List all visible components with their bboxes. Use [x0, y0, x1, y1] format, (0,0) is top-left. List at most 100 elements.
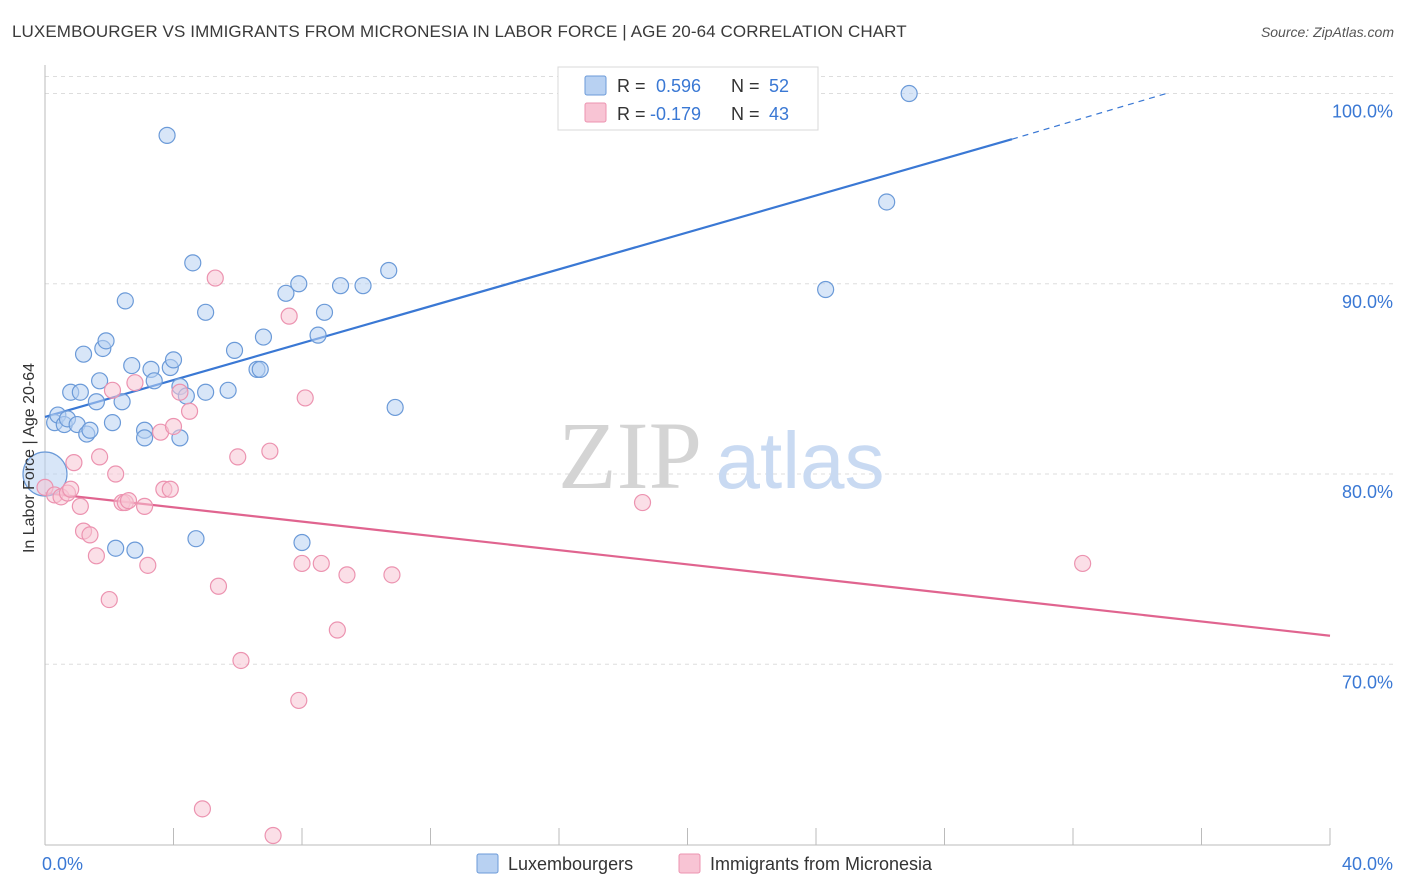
- point-pink: [103, 381, 122, 399]
- point-pink: [135, 497, 154, 515]
- point-pink: [338, 566, 356, 584]
- point-pink: [62, 480, 80, 498]
- point-blue: [158, 126, 176, 144]
- point-pink: [107, 465, 125, 483]
- point-blue: [97, 332, 115, 350]
- point-blue: [187, 530, 205, 548]
- legend-luxembourgers-label: Luxembourgers: [508, 854, 633, 874]
- watermark: ZIP atlas: [558, 402, 884, 509]
- point-blue: [164, 351, 183, 369]
- watermark-zip: ZIP: [558, 402, 702, 509]
- y-tick-labels: 70.0% 80.0% 90.0% 100.0%: [1332, 102, 1393, 693]
- point-pink: [91, 448, 109, 466]
- point-pink: [296, 389, 314, 407]
- point-pink: [71, 497, 89, 515]
- legend-swatch-pink: [584, 102, 607, 123]
- trend-line-pink: [44, 491, 1331, 637]
- legend-n-label-1: N =: [731, 76, 760, 96]
- y-tick-label: 90.0%: [1342, 292, 1393, 312]
- point-pink: [171, 383, 189, 401]
- point-blue: [817, 280, 835, 299]
- point-blue: [126, 541, 144, 559]
- point-blue: [123, 356, 141, 375]
- x-tick-label-min: 0.0%: [42, 854, 83, 874]
- point-blue: [91, 372, 109, 390]
- legend-n-label-2: N =: [731, 104, 760, 124]
- legend-r-label-2: R =: [617, 104, 646, 124]
- point-blue: [87, 393, 106, 411]
- point-pink: [209, 577, 228, 595]
- legend-r-value-2: -0.179: [650, 104, 701, 124]
- point-blue: [197, 303, 215, 321]
- point-blue: [116, 292, 134, 310]
- legend-r-value-1: 0.596: [656, 76, 701, 96]
- point-blue: [315, 303, 334, 321]
- point-pink: [65, 454, 83, 472]
- point-blue: [878, 193, 896, 211]
- point-pink: [119, 492, 138, 510]
- point-blue: [81, 421, 99, 439]
- legend-r-label-1: R =: [617, 76, 646, 96]
- trend-line-blue-extension: [1011, 92, 1167, 140]
- y-axis-title: In Labor Force | Age 20-64: [21, 363, 38, 553]
- point-pink: [1074, 554, 1092, 573]
- point-blue: [184, 254, 202, 272]
- point-pink: [164, 417, 183, 436]
- point-pink: [264, 826, 282, 845]
- point-pink: [87, 547, 106, 565]
- point-blue: [103, 414, 122, 432]
- point-blue: [74, 345, 93, 363]
- point-pink: [161, 480, 179, 498]
- legend-micronesia-swatch: [678, 853, 701, 874]
- point-blue: [71, 383, 89, 401]
- point-blue: [22, 451, 68, 497]
- point-pink: [328, 621, 346, 639]
- y-tick-label: 70.0%: [1342, 672, 1393, 692]
- point-blue: [386, 398, 404, 417]
- point-pink: [100, 590, 118, 609]
- point-blue: [354, 277, 372, 295]
- point-pink: [290, 691, 308, 710]
- point-blue: [219, 381, 237, 399]
- trend-lines: [44, 92, 1331, 637]
- point-blue: [309, 326, 327, 344]
- stats-legend: R = 0.596 N = 52 R = -0.179 N = 43: [557, 66, 819, 131]
- point-pink: [126, 374, 144, 392]
- point-blue: [135, 429, 154, 447]
- point-pink: [139, 556, 157, 574]
- point-blue: [900, 84, 918, 103]
- point-blue: [107, 539, 125, 557]
- point-pink: [261, 442, 279, 460]
- point-pink: [293, 554, 311, 573]
- y-tick-label: 80.0%: [1342, 482, 1393, 502]
- x-tick-labels: 0.0% 40.0%: [42, 854, 1393, 874]
- point-pink: [633, 493, 652, 512]
- point-blue: [293, 533, 311, 552]
- legend-micronesia-label: Immigrants from Micronesia: [710, 854, 933, 874]
- series-legend: Luxembourgers Immigrants from Micronesia: [476, 853, 933, 874]
- point-blue: [290, 275, 308, 293]
- point-blue: [277, 284, 295, 302]
- point-pink: [206, 269, 224, 287]
- point-blue: [254, 328, 273, 346]
- point-blue: [331, 277, 350, 295]
- point-pink: [232, 651, 250, 670]
- point-blue: [251, 360, 269, 378]
- x-tick-label-max: 40.0%: [1342, 854, 1393, 874]
- point-blue: [113, 393, 131, 411]
- point-pink: [280, 307, 298, 325]
- point-pink: [312, 554, 330, 573]
- chart-title: LUXEMBOURGER VS IMMIGRANTS FROM MICRONES…: [12, 22, 907, 41]
- point-blue: [145, 372, 163, 390]
- legend-n-value-2: 43: [769, 104, 789, 124]
- point-blue: [380, 261, 398, 280]
- gridlines: [45, 76, 1393, 665]
- point-pink: [383, 566, 401, 584]
- data-points: [22, 84, 1092, 845]
- legend-n-value-1: 52: [769, 76, 789, 96]
- source-label: Source: ZipAtlas.com: [1260, 24, 1394, 40]
- y-tick-label: 100.0%: [1332, 102, 1393, 122]
- point-blue: [197, 383, 215, 401]
- point-pink: [81, 526, 99, 544]
